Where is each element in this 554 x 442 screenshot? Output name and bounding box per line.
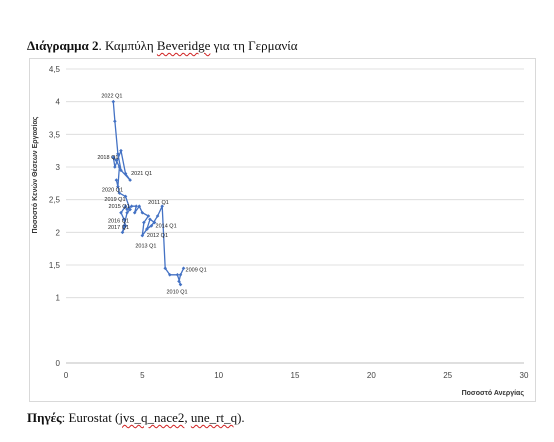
y-tick-label: 3 xyxy=(56,163,61,172)
y-tick-label: 2 xyxy=(56,228,61,237)
data-point xyxy=(123,171,128,176)
series-line xyxy=(112,101,185,286)
source-heading: Πηγές xyxy=(27,410,62,425)
data-point xyxy=(119,210,123,215)
point-label: 2021 Q1 xyxy=(131,171,152,177)
data-point xyxy=(120,230,125,235)
data-point xyxy=(122,224,126,228)
y-tick-label: 1,5 xyxy=(49,261,61,270)
y-axis-title: Ποσοστό Κενών Θέσεων Εργασίας xyxy=(32,116,39,233)
data-point xyxy=(117,191,122,195)
data-point xyxy=(148,217,152,222)
source-text-post: ). xyxy=(237,410,245,425)
data-point xyxy=(146,214,151,218)
tick-labels: 0 1 1,5 2 2,5 3 3,5 4 4,5 0 5 10 15 20 25 30 xyxy=(49,65,529,380)
data-point xyxy=(168,273,172,277)
point-label: 2009 Q1 xyxy=(186,267,207,273)
y-tick-label: 4 xyxy=(56,98,61,107)
point-label: 2017 Q1 xyxy=(108,225,129,231)
x-tick-label: 30 xyxy=(520,371,529,380)
data-point xyxy=(175,273,180,277)
data-point xyxy=(111,99,116,104)
y-tick-label: 3,5 xyxy=(49,130,61,139)
data-point xyxy=(129,204,134,208)
data-point xyxy=(142,220,146,225)
data-point xyxy=(122,217,126,222)
data-point xyxy=(160,204,164,208)
data-point xyxy=(123,204,128,208)
source-text-pre: : Eurostat ( xyxy=(61,410,120,425)
data-point xyxy=(163,266,168,271)
figure-caption: Διάγραμμα 2. Καμπύλη Beveridge για τη Γε… xyxy=(27,38,298,54)
data-point xyxy=(134,204,139,208)
point-label: 2012 Q1 xyxy=(147,233,168,239)
x-tick-label: 25 xyxy=(443,371,452,380)
data-point xyxy=(178,282,183,287)
x-tick-label: 10 xyxy=(214,371,223,380)
point-label: 2020 Q1 xyxy=(102,188,123,194)
data-point xyxy=(149,224,154,228)
x-axis-title: Ποσοστό Ανεργίας xyxy=(462,390,525,397)
x-tick-label: 15 xyxy=(291,371,300,380)
chart-frame xyxy=(29,58,536,402)
data-point xyxy=(113,119,117,124)
data-point xyxy=(177,279,181,284)
data-point xyxy=(117,165,122,169)
source-note: Πηγές: Eurostat (jvs_q_nace2, une_rt_q). xyxy=(27,410,245,426)
caption-beveridge: Beveridge xyxy=(156,38,211,53)
data-point xyxy=(132,210,137,215)
data-point xyxy=(125,210,129,215)
data-point xyxy=(137,204,142,208)
point-label: 2010 Q1 xyxy=(167,290,188,296)
point-label: 2015 Q1 xyxy=(109,204,130,210)
y-tick-label: 0 xyxy=(56,359,61,368)
data-point xyxy=(140,233,145,238)
point-labels: 2009 Q1 2010 Q1 2011 Q1 2012 Q1 2014 Q1 2013 … xyxy=(97,94,206,296)
caption-separator: . xyxy=(98,38,105,53)
data-point xyxy=(145,227,149,231)
point-label: 2016 Q1 xyxy=(108,218,129,224)
point-label: 2013 Q1 xyxy=(135,244,156,250)
x-tick-label: 20 xyxy=(367,371,376,380)
data-point xyxy=(116,152,120,156)
data-point xyxy=(155,214,160,218)
y-tick-label: 1 xyxy=(56,294,61,303)
data-point xyxy=(119,148,123,153)
x-tick-label: 0 xyxy=(64,371,69,380)
series-layer xyxy=(111,99,186,287)
x-tick-label: 5 xyxy=(140,371,145,380)
data-point xyxy=(111,155,116,159)
data-point xyxy=(116,184,120,189)
point-label: 2011 Q1 xyxy=(148,200,169,206)
source-text-mid: , xyxy=(184,410,191,425)
data-point xyxy=(119,168,123,173)
data-point xyxy=(114,178,119,182)
caption-number: Διάγραμμα 2 xyxy=(27,38,99,53)
grid-layer xyxy=(66,68,524,364)
data-point xyxy=(128,178,132,182)
data-point xyxy=(181,266,186,271)
data-point xyxy=(140,210,145,215)
y-tick-label: 2,5 xyxy=(49,196,61,205)
source-code-une: une_rt_q xyxy=(190,410,238,425)
data-point xyxy=(178,273,183,277)
caption-text-post: για τη Γερμανία xyxy=(210,38,298,53)
point-label: 2022 Q1 xyxy=(101,94,122,100)
data-point xyxy=(152,220,157,225)
point-label: 2018 Q1 xyxy=(97,155,118,161)
data-point xyxy=(123,194,128,199)
y-tick-label: 4,5 xyxy=(49,65,61,74)
data-point xyxy=(128,207,132,212)
data-point xyxy=(114,158,119,163)
caption-text-pre: Καμπύλη xyxy=(104,38,157,53)
point-label: 2019 Q1 xyxy=(104,197,125,203)
source-code-jvs: jvs_q_nace2 xyxy=(119,410,185,425)
data-point xyxy=(113,165,117,169)
point-label: 2014 Q1 xyxy=(156,224,177,230)
data-point xyxy=(125,207,129,212)
